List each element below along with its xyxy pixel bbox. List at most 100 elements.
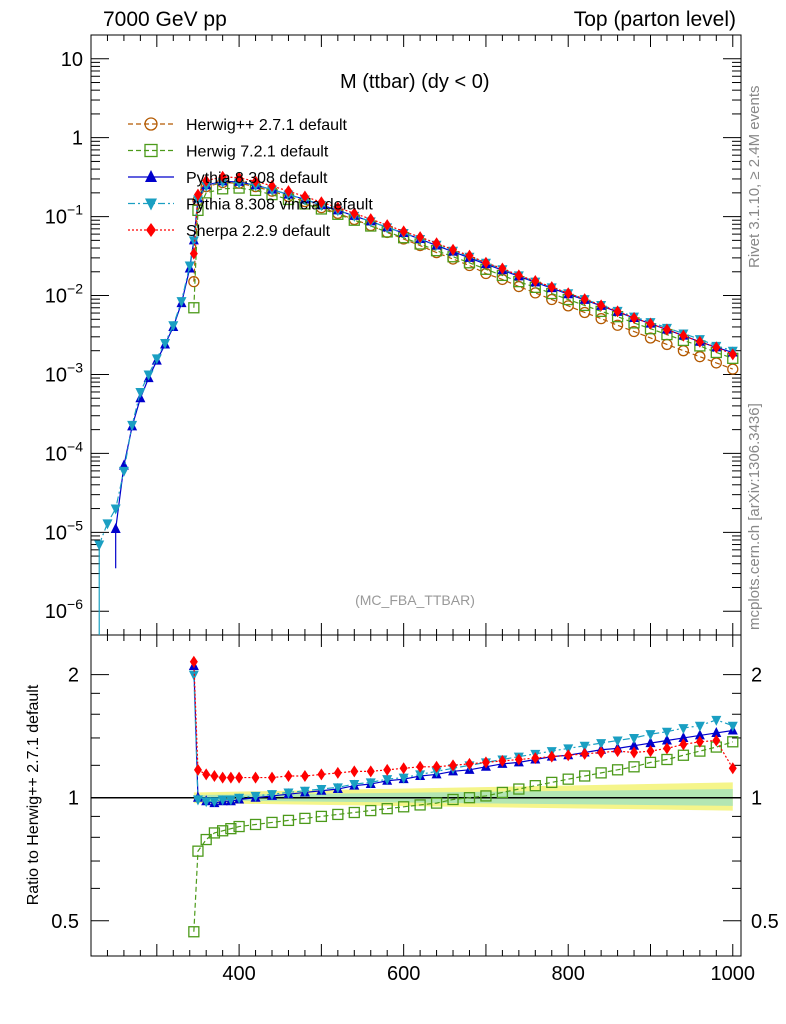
ratio-point-2	[661, 727, 672, 738]
data-point-3	[118, 466, 129, 477]
data-point-3	[127, 420, 138, 431]
ratio-point-3	[218, 771, 227, 784]
data-point-4	[333, 201, 342, 214]
ratio-point-2	[579, 741, 590, 752]
ratio-point-0	[496, 786, 509, 799]
data-point-2	[110, 523, 121, 534]
ratio-point-0	[628, 761, 640, 773]
main-ytick-label: 10−3	[45, 359, 83, 386]
ratio-point-3	[679, 738, 688, 751]
ratio-point-2	[415, 770, 426, 781]
ratio-point-0	[414, 799, 426, 811]
ratio-point-0	[249, 818, 262, 831]
ratio-ytick-label-right: 1	[751, 788, 762, 810]
data-point-0	[727, 363, 739, 375]
data-point-4	[547, 281, 556, 294]
legend-label-4: Sherpa 2.2.9 default	[186, 223, 331, 240]
data-point-4	[366, 213, 375, 226]
data-point-3	[217, 177, 228, 188]
data-point-4	[531, 274, 540, 287]
ratio-ylabel: Ratio to Herwig++ 2.7.1 default	[25, 684, 42, 905]
ratio-point-3	[300, 769, 309, 782]
ratio-ytick-label: 2	[68, 665, 79, 687]
main-ytick-label: 10−2	[45, 281, 83, 308]
data-point-4	[449, 243, 458, 256]
ratio-point-2	[316, 785, 327, 796]
data-point-4	[481, 256, 490, 269]
ratio-point-0	[225, 822, 237, 835]
ratio-point-3	[514, 753, 523, 766]
ratio-point-0	[315, 810, 328, 823]
data-point-4	[218, 170, 227, 183]
series-line-4	[193, 176, 734, 355]
legend-label-3: Pythia 8.308 vincia default	[186, 197, 373, 214]
data-point-4	[679, 329, 688, 342]
ratio-point-3	[498, 754, 507, 767]
ratio-point-3	[383, 763, 392, 776]
ratio-point-3	[317, 768, 326, 781]
data-point-0	[694, 351, 706, 363]
ratio-point-3	[449, 759, 458, 772]
data-point-3	[151, 354, 162, 365]
plot-title: M (ttbar) (dy < 0)	[340, 71, 489, 93]
ratio-point-3	[235, 771, 244, 784]
x-tick-label: 600	[387, 963, 420, 985]
ratio-point-3	[268, 771, 277, 784]
ratio-point-2	[382, 775, 393, 786]
ratio-point-0	[611, 764, 624, 776]
ratio-line-2	[193, 674, 733, 802]
ratio-point-0	[677, 749, 690, 761]
ratio-point-3	[630, 746, 639, 759]
ratio-point-3	[350, 765, 359, 778]
header-level: Top (parton level)	[573, 8, 736, 31]
ratio-point-3	[333, 766, 342, 779]
ratio-point-3	[226, 771, 235, 784]
data-point-3	[176, 297, 187, 308]
ratio-point-2	[209, 797, 220, 808]
main-ytick-label: 10−1	[45, 202, 83, 229]
ratio-point-3	[662, 742, 671, 755]
ratio-point-2	[349, 780, 360, 791]
ratio-point-3	[547, 750, 556, 763]
ratio-point-2	[267, 790, 278, 801]
data-point-3	[184, 261, 195, 272]
x-tick-label: 400	[222, 963, 255, 985]
ratio-point-2	[332, 783, 343, 794]
ratio-point-2	[727, 721, 738, 732]
ratio-point-1	[661, 734, 672, 745]
main-ytick-label: 1	[72, 128, 83, 150]
data-point-0	[188, 275, 200, 288]
main-ytick-label: 10−4	[45, 438, 83, 465]
data-point-3	[102, 519, 113, 530]
rivet-label: Rivet 3.1.10, ≥ 2.4M events	[746, 85, 763, 269]
ratio-point-2	[250, 791, 261, 802]
ratio-point-0	[579, 770, 591, 782]
ratio-point-3	[210, 769, 219, 782]
ratio-point-0	[188, 926, 200, 938]
data-point-4	[712, 341, 721, 354]
ratio-frame	[90, 634, 742, 957]
ratio-ytick-label: 1	[68, 788, 79, 810]
watermark: (MC_FBA_TTBAR)	[355, 592, 475, 608]
ratio-point-1	[678, 731, 689, 742]
legend-marker-0	[144, 117, 158, 131]
main-ytick-label: 10	[61, 49, 83, 71]
ratio-point-1	[629, 739, 640, 750]
ratio-point-2	[596, 739, 607, 750]
ratio-line-3	[193, 661, 734, 779]
ratio-point-0	[216, 825, 229, 837]
ratio-point-3	[564, 749, 573, 762]
ratio-point-3	[613, 745, 622, 758]
ratio-point-2	[217, 795, 228, 806]
data-point-4	[613, 305, 622, 318]
main-ytick-label: 10−5	[45, 517, 83, 544]
ratio-point-3	[597, 746, 606, 759]
ratio-point-0	[595, 767, 607, 779]
ratio-point-0	[208, 827, 221, 839]
ratio-point-3	[432, 760, 441, 773]
data-point-0	[562, 300, 574, 312]
data-point-4	[564, 287, 573, 300]
ratio-line-0	[193, 741, 733, 932]
x-tick-label: 1000	[711, 963, 756, 985]
